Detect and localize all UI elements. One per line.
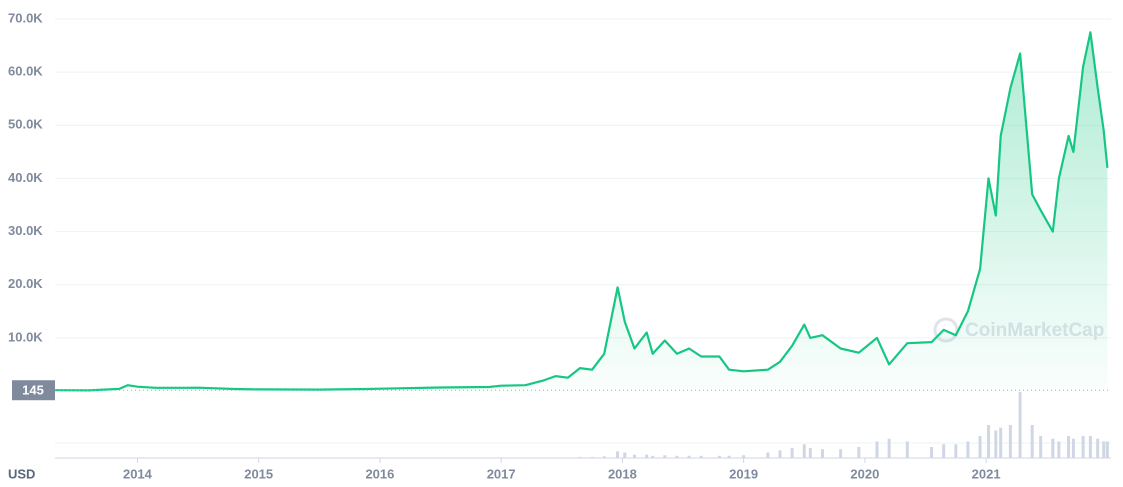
volume-bar xyxy=(1018,392,1022,458)
volume-bar xyxy=(978,436,982,458)
axis-unit: USD xyxy=(8,466,35,481)
volume-bar xyxy=(687,455,691,458)
volume-bar xyxy=(875,441,879,458)
volume-bar xyxy=(994,430,998,458)
x-tick-label: 2018 xyxy=(608,466,637,481)
y-tick-label: 30.0K xyxy=(8,223,43,238)
x-tick-label: 2021 xyxy=(972,466,1001,481)
y-tick-label: 70.0K xyxy=(8,10,43,25)
volume-bar xyxy=(905,441,909,458)
volume-bar xyxy=(742,455,746,458)
volume-bar xyxy=(663,455,667,458)
y-tick-label: 20.0K xyxy=(8,276,43,291)
volume-bar xyxy=(1008,425,1012,458)
volume-bar xyxy=(645,454,649,458)
volume-bar xyxy=(1088,436,1092,458)
volume-bar xyxy=(578,456,582,458)
volume-bar xyxy=(633,454,637,458)
volume-bar xyxy=(717,455,721,458)
volume-bar xyxy=(1102,441,1106,458)
volume-bar xyxy=(887,438,891,458)
volume-bar xyxy=(1105,441,1109,458)
volume-bar xyxy=(1030,425,1034,458)
volume-bar xyxy=(651,455,655,458)
start-value-box xyxy=(12,380,55,401)
price-area xyxy=(55,32,1108,392)
x-tick-label: 2020 xyxy=(850,466,879,481)
volume-bar xyxy=(566,457,570,458)
volume-bar xyxy=(616,451,620,458)
x-tick-label: 2019 xyxy=(729,466,758,481)
volume-bar xyxy=(699,455,703,458)
volume-bar xyxy=(1071,438,1075,458)
volume-bar xyxy=(1067,436,1071,458)
volume-bar xyxy=(966,441,970,458)
y-tick-label: 50.0K xyxy=(8,117,43,132)
start-value-label: 145 xyxy=(22,383,44,398)
volume-bar xyxy=(808,448,812,458)
volume-bar xyxy=(942,444,946,458)
volume-bar xyxy=(1096,438,1100,458)
x-tick-label: 2016 xyxy=(365,466,394,481)
y-tick-label: 10.0K xyxy=(8,329,43,344)
volume-bar xyxy=(778,450,782,458)
volume-bar xyxy=(857,447,861,458)
volume-bar xyxy=(839,449,843,458)
volume-bar xyxy=(1057,441,1061,458)
y-tick-label: 40.0K xyxy=(8,170,43,185)
volume-bar xyxy=(930,447,934,458)
x-tick-label: 2014 xyxy=(123,466,153,481)
volume-bar xyxy=(554,457,558,458)
volume-bar xyxy=(802,444,806,458)
price-line xyxy=(54,31,1109,392)
volume-bar xyxy=(820,449,824,458)
volume-bar xyxy=(954,444,958,458)
volume-bar xyxy=(766,452,770,458)
volume-bar xyxy=(727,455,731,458)
x-tick-label: 2017 xyxy=(487,466,516,481)
y-tick-label: 60.0K xyxy=(8,64,43,79)
volume-bar xyxy=(590,456,594,458)
volume-bar xyxy=(987,425,991,458)
volume-bar xyxy=(790,448,794,458)
volume-bar xyxy=(1051,438,1055,458)
volume-bar xyxy=(602,456,606,458)
volume-bar xyxy=(1081,436,1085,458)
volume-bar xyxy=(623,452,627,458)
volume-bar xyxy=(999,427,1003,458)
x-tick-label: 2015 xyxy=(244,466,273,481)
volume-bar xyxy=(675,455,679,458)
volume-bar xyxy=(1039,436,1043,458)
